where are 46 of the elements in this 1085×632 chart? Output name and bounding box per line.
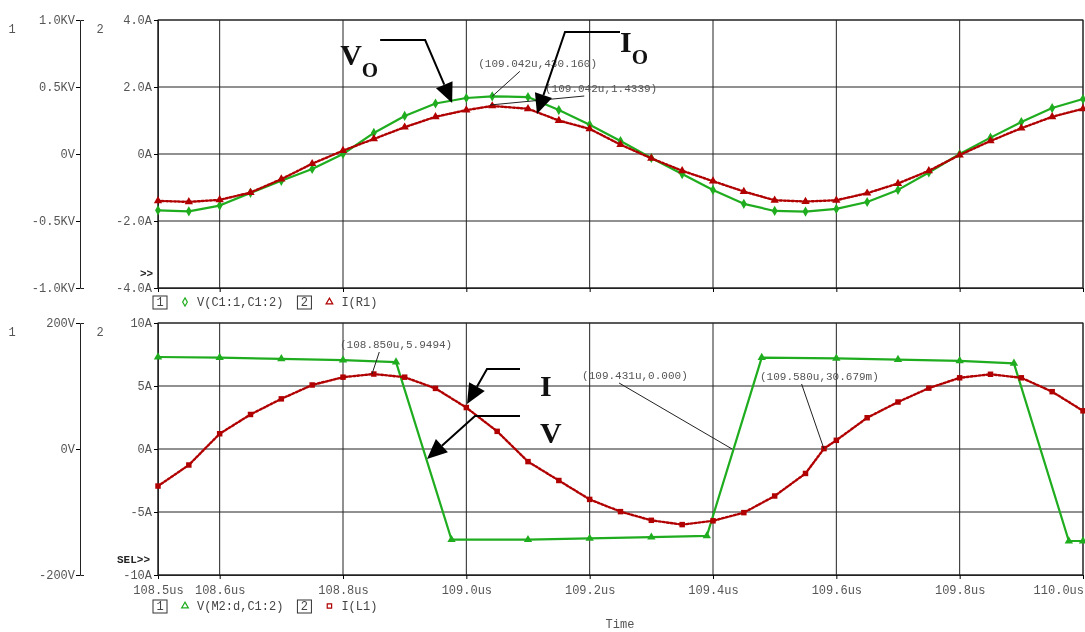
- y2-tick-label: 5A: [137, 380, 153, 395]
- annotation: V$_{O}$: [340, 38, 379, 83]
- legend-label: V(M2:d,C1:2): [197, 600, 284, 614]
- x-tick-label: 109.6us: [811, 583, 863, 598]
- annotation: I: [540, 369, 552, 402]
- annotation: V: [540, 416, 562, 449]
- y-tick-label: 0V: [60, 148, 76, 163]
- y-tick-label: 200V: [46, 317, 76, 332]
- numbered-box: 1: [152, 599, 168, 614]
- y2-tick-label: 0A: [137, 443, 153, 458]
- x-tick-label: 109.0us: [441, 583, 493, 598]
- x-tick-label: 108.8us: [318, 583, 369, 598]
- y-tick-label: 1.0KV: [38, 14, 76, 29]
- text: 2: [96, 23, 104, 37]
- legend-label: V(C1:1,C1:2): [197, 296, 284, 310]
- y-tick-label: -200V: [38, 569, 76, 584]
- x-tick-label: 109.4us: [688, 583, 739, 598]
- text: 1: [8, 23, 16, 37]
- legend-label: I(L1): [341, 600, 378, 614]
- x-tick-label: 109.8us: [934, 583, 986, 598]
- y2-tick-label: 10A: [130, 317, 153, 332]
- y-tick-label: -1.0KV: [31, 282, 76, 297]
- text: 1: [8, 326, 16, 340]
- y2-tick-label: 4.0A: [123, 14, 153, 29]
- numbered-box: 2: [296, 295, 312, 310]
- y2-tick-label: 0A: [137, 148, 153, 163]
- y2-tick-label: -2.0A: [115, 215, 153, 230]
- text: 2: [96, 326, 104, 340]
- y2-tick-label: -10A: [123, 569, 153, 584]
- x-tick-label: 108.5us: [133, 583, 184, 598]
- x-tick-label: 110.0us: [1033, 583, 1084, 598]
- y2-tick-label: -5A: [130, 506, 153, 521]
- y-tick-label: -0.5KV: [31, 215, 76, 230]
- y2-tick-label: -4.0A: [115, 282, 153, 297]
- y-tick-label: 0.5KV: [38, 81, 76, 96]
- text: >>: [140, 268, 154, 280]
- y2-tick-label: 2.0A: [123, 81, 153, 96]
- legend-label: I(R1): [341, 296, 378, 310]
- numbered-box: 2: [296, 599, 312, 614]
- annotation: I$_{O}$: [620, 25, 649, 69]
- x-tick-label: 109.2us: [564, 583, 616, 598]
- x-axis-title: Time: [605, 618, 635, 632]
- x-tick-label: 108.6us: [194, 583, 246, 598]
- y-tick-label: 0V: [60, 443, 76, 458]
- text: SEL>>: [117, 554, 151, 566]
- numbered-box: 1: [152, 295, 168, 310]
